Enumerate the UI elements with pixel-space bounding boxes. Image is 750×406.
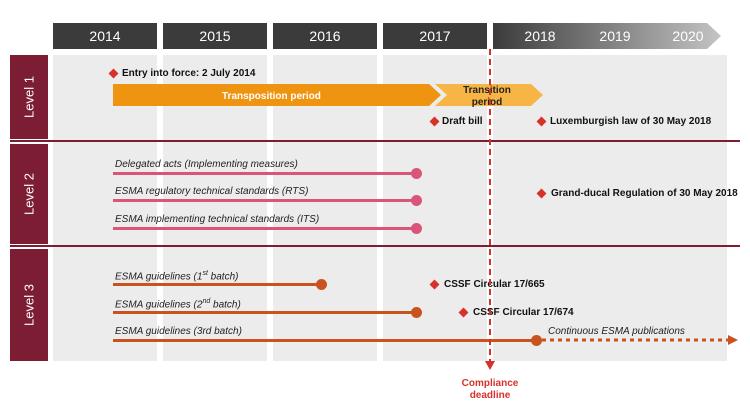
level-2-label: Level 2 — [10, 144, 48, 244]
level-separator — [10, 140, 740, 142]
guidelines-2-end — [411, 307, 422, 318]
year-2019: 2019 — [599, 28, 631, 44]
guidelines-3-marker — [531, 335, 542, 346]
guidelines-2-label: ESMA guidelines (2nd batch) — [115, 298, 241, 311]
compliance-deadline-line — [485, 49, 495, 370]
rts-label: ESMA regulatory technical standards (RTS… — [115, 186, 309, 197]
guidelines-3-label: ESMA guidelines (3rd batch) — [115, 326, 242, 337]
rts-line — [113, 199, 413, 202]
its-line — [113, 227, 413, 230]
lux-law-label: Luxemburgish law of 30 May 2018 — [550, 116, 712, 127]
delegated-acts-label: Delegated acts (Implementing measures) — [115, 159, 298, 170]
guidelines-1-line — [113, 283, 318, 286]
level-1-label: Level 1 — [10, 55, 48, 139]
draft-bill-label: Draft bill — [442, 116, 483, 127]
cssf2-label: CSSF Circular 17/674 — [473, 307, 574, 318]
level-3-label: Level 3 — [10, 249, 48, 361]
year-2014: 2014 — [53, 23, 157, 49]
its-label: ESMA implementing technical standards (I… — [115, 214, 320, 225]
transposition-label: Transposition period — [222, 91, 321, 102]
year-2016: 2016 — [273, 23, 377, 49]
continuous-dotted-arrow — [542, 335, 738, 345]
continuous-label: Continuous ESMA publications — [548, 326, 685, 337]
cssf1-label: CSSF Circular 17/665 — [444, 279, 545, 290]
guidelines-2-line — [113, 311, 413, 314]
compliance-deadline-label: Compliance deadline — [461, 378, 519, 401]
delegated-acts-end — [411, 168, 422, 179]
level-separator — [10, 245, 740, 247]
its-end — [411, 223, 422, 234]
column-2018-2020 — [493, 55, 727, 361]
guidelines-3-line — [113, 339, 535, 342]
year-2017: 2017 — [383, 23, 487, 49]
guidelines-1-label: ESMA guidelines (1st batch) — [115, 270, 239, 283]
year-arrow-header — [493, 23, 721, 49]
year-2015: 2015 — [163, 23, 267, 49]
guidelines-1-end — [316, 279, 327, 290]
grand-ducal-label: Grand-ducal Regulation of 30 May 2018 — [551, 188, 738, 199]
year-2018: 2018 — [524, 28, 556, 44]
transposition-arrows — [113, 84, 543, 106]
rts-end — [411, 195, 422, 206]
entry-label: Entry into force: 2 July 2014 — [122, 68, 256, 79]
transition-label: Transition period — [463, 85, 511, 108]
delegated-acts-line — [113, 172, 413, 175]
year-2020: 2020 — [672, 28, 704, 44]
